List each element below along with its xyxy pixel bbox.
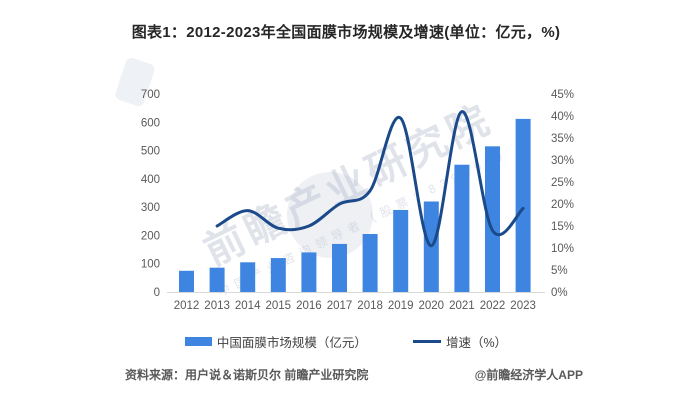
svg-text:2015: 2015 <box>266 300 292 312</box>
bars-group <box>179 118 531 293</box>
svg-text:100: 100 <box>141 259 160 271</box>
source-note: 资料来源：用户说＆诺斯贝尔 前瞻产业研究院 <box>125 368 369 382</box>
svg-text:0: 0 <box>154 287 160 299</box>
svg-text:25%: 25% <box>551 177 574 189</box>
footer: 资料来源：用户说＆诺斯贝尔 前瞻产业研究院 @前瞻经济学人APP <box>125 366 583 383</box>
svg-text:2021: 2021 <box>449 300 475 312</box>
svg-text:5%: 5% <box>551 265 568 277</box>
credit-note: @前瞻经济学人APP <box>474 368 583 382</box>
bar-2019 <box>393 209 409 292</box>
legend: 中国面膜市场规模（亿元） 增速（%） <box>0 332 692 351</box>
svg-text:40%: 40% <box>551 111 574 123</box>
svg-text:2014: 2014 <box>235 300 261 312</box>
chart-title: 图表1：2012-2023年全国面膜市场规模及增速(单位：亿元，%) <box>131 24 561 41</box>
bar-2012 <box>179 270 194 292</box>
svg-text:200: 200 <box>141 230 160 242</box>
legend-label-growth: 增速（%） <box>445 336 508 350</box>
bar-2023 <box>515 118 531 293</box>
svg-text:2019: 2019 <box>388 300 414 312</box>
svg-text:400: 400 <box>141 174 160 186</box>
bar-2013 <box>209 267 225 292</box>
svg-text:20%: 20% <box>551 199 574 211</box>
svg-text:45%: 45% <box>551 89 574 101</box>
right-axis-labels: 0% 5% 10% 15% 20% 25% 30% 35% 40% 45% <box>551 89 574 299</box>
svg-text:35%: 35% <box>551 133 574 145</box>
svg-text:2022: 2022 <box>480 300 506 312</box>
svg-text:2020: 2020 <box>419 300 445 312</box>
svg-text:2018: 2018 <box>357 300 383 312</box>
legend-item-growth: 增速（%） <box>412 332 508 351</box>
svg-text:15%: 15% <box>551 221 574 233</box>
svg-text:30%: 30% <box>551 155 574 167</box>
growth-line <box>215 110 525 248</box>
bar-2018 <box>362 234 378 292</box>
bar-2021 <box>454 164 470 292</box>
svg-text:2012: 2012 <box>174 300 200 312</box>
bar-2017 <box>332 243 347 292</box>
svg-text:2013: 2013 <box>204 300 230 312</box>
svg-text:300: 300 <box>141 202 160 214</box>
bar-2014 <box>240 262 256 292</box>
left-axis-labels: 0 100 200 300 400 500 600 700 <box>141 89 160 299</box>
svg-text:2017: 2017 <box>327 300 353 312</box>
x-axis-labels: 2012 2013 2014 2015 2016 2017 2018 2019 2020 2021… <box>174 300 536 312</box>
svg-text:700: 700 <box>141 89 160 101</box>
legend-label-market-size: 中国面膜市场规模（亿元） <box>216 336 367 350</box>
svg-text:2023: 2023 <box>510 300 536 312</box>
bar-2022 <box>485 146 500 292</box>
line-series-swatch <box>412 340 441 343</box>
svg-text:500: 500 <box>141 146 160 158</box>
bar-2016 <box>301 252 317 292</box>
bar-series-swatch <box>184 337 212 346</box>
bar-2015 <box>270 258 286 292</box>
svg-text:0%: 0% <box>551 287 568 299</box>
legend-item-market-size: 中国面膜市场规模（亿元） <box>184 332 367 351</box>
svg-text:10%: 10% <box>551 243 574 255</box>
svg-text:2016: 2016 <box>296 300 322 312</box>
svg-text:600: 600 <box>141 117 160 129</box>
